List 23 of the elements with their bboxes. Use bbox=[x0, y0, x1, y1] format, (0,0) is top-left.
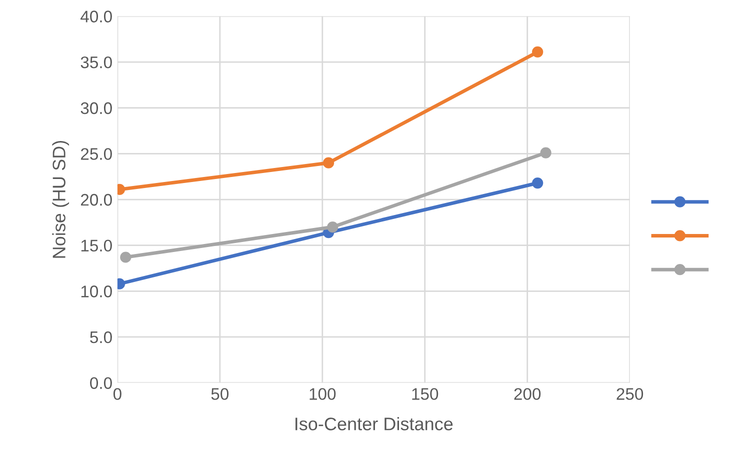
y-tick-label: 10.0 bbox=[81, 286, 112, 298]
x-tick-label: 150 bbox=[412, 388, 438, 400]
x-axis-title: Iso-Center Distance bbox=[296, 417, 453, 430]
point bbox=[322, 157, 334, 168]
y-tick-label: 0.0 bbox=[90, 377, 112, 390]
point bbox=[120, 252, 132, 263]
x-tick-label: 0 bbox=[113, 388, 122, 400]
point bbox=[532, 177, 544, 189]
y-tick-label: 15.0 bbox=[81, 240, 112, 252]
x-tick-label: 200 bbox=[514, 388, 541, 400]
y-tick-label: 25.0 bbox=[80, 148, 112, 160]
x-tick-label: 250 bbox=[616, 388, 644, 400]
y-tick-label: 40.0 bbox=[80, 10, 112, 22]
y-tick-label: 30.0 bbox=[80, 102, 112, 114]
y-tick-label: 35.0 bbox=[80, 56, 112, 68]
point bbox=[540, 147, 552, 158]
y-axis-title: Noise (HU SD) bbox=[52, 140, 70, 258]
x-tick-label: 100 bbox=[310, 388, 336, 400]
point bbox=[327, 221, 338, 233]
point bbox=[532, 46, 544, 58]
y-tick-label: 20.0 bbox=[80, 194, 112, 206]
y-tick-label: 5.0 bbox=[90, 331, 112, 344]
x-tick-label: 50 bbox=[211, 388, 229, 400]
